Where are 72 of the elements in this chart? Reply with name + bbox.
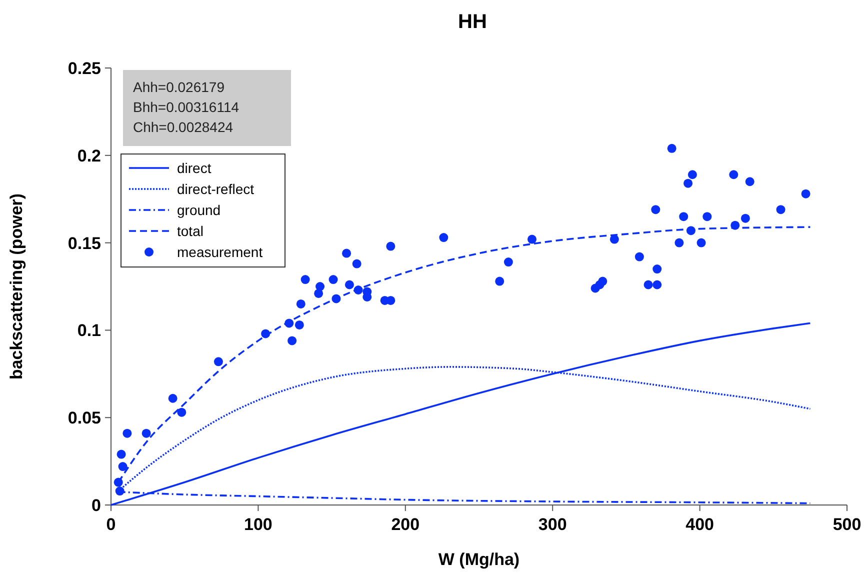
x-tick-label: 500 [832, 515, 862, 534]
point [598, 276, 608, 286]
point [118, 462, 128, 472]
point [344, 280, 354, 290]
point [730, 220, 740, 230]
point [284, 318, 294, 328]
y-tick-label: 0.2 [77, 146, 101, 166]
point [214, 357, 223, 366]
x-tick-label: 400 [686, 515, 714, 534]
point [177, 408, 186, 417]
x-tick-label: 200 [391, 515, 420, 534]
chart-title: HH [458, 11, 487, 33]
point [801, 189, 810, 198]
point [702, 212, 712, 222]
x-tick-label: 300 [538, 515, 567, 534]
annotation: Chh=0.0028424 [133, 119, 234, 135]
y-axis-title: backscattering (power) [7, 193, 26, 380]
point [114, 478, 123, 487]
point [342, 248, 352, 258]
point [122, 428, 132, 438]
point [332, 294, 341, 304]
legend-label: direct [177, 160, 212, 176]
point [651, 205, 660, 214]
point [116, 450, 126, 459]
point [300, 275, 310, 284]
point [696, 238, 706, 248]
point [439, 233, 448, 242]
point [504, 258, 513, 267]
legend-label: measurement [177, 244, 263, 260]
point [652, 280, 662, 290]
point [634, 252, 644, 262]
point [328, 275, 338, 284]
point [644, 280, 653, 290]
point [776, 205, 786, 214]
point [667, 144, 676, 153]
point [686, 226, 696, 236]
point [679, 212, 688, 222]
point [674, 238, 684, 248]
y-tick-label: 0 [92, 496, 101, 515]
legend-label: direct-reflect [177, 180, 254, 197]
point [527, 234, 536, 244]
y-tick-label: 0.1 [77, 321, 101, 340]
y-tick-label: 0.15 [68, 234, 101, 253]
point [296, 299, 306, 308]
point [495, 276, 504, 286]
annotation: Ahh=0.026179 [133, 79, 225, 95]
point [168, 394, 178, 403]
point [684, 178, 693, 188]
point [729, 170, 738, 180]
point [740, 214, 750, 223]
x-tick-label: 100 [244, 515, 272, 534]
point [354, 285, 363, 294]
point [261, 329, 270, 338]
y-tick-label: 0.25 [68, 58, 101, 78]
y-tick-label: 0.05 [68, 408, 101, 428]
point [745, 177, 754, 186]
x-tick-label: 0 [106, 515, 116, 534]
point [115, 486, 124, 496]
point [386, 242, 396, 251]
point [652, 264, 662, 274]
point [316, 282, 325, 291]
legend-label: ground [177, 202, 221, 218]
point [288, 336, 297, 346]
annotation: Bhh=0.00316114 [133, 99, 240, 115]
point [688, 170, 697, 180]
point [610, 234, 619, 244]
point [142, 428, 151, 438]
legend-label: total [177, 222, 204, 239]
line-series [110, 322, 812, 506]
x-axis-title: W (Mg/ha) [438, 550, 520, 569]
point [352, 259, 362, 268]
point [294, 320, 304, 330]
